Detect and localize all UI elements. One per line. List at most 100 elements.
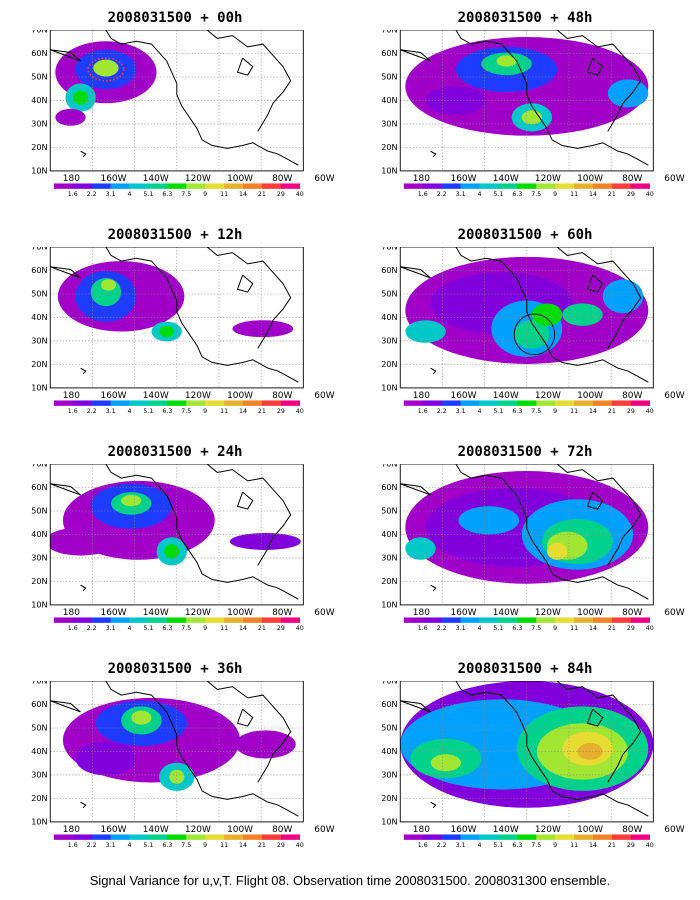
lon-tick-label: 140W <box>493 825 519 835</box>
colorbar-swatch <box>479 834 499 840</box>
lon-tick-label: 140W <box>143 391 169 401</box>
colorbar-swatch <box>91 834 111 840</box>
colorbar-swatch <box>167 617 187 623</box>
colorbar-level-label: 14 <box>239 191 247 198</box>
colorbar-swatch <box>91 183 111 189</box>
colorbar-level-label: 11 <box>570 191 578 198</box>
variance-contour <box>164 544 180 559</box>
variance-map-60h: 10N 20N 30N 40N 50N 60N 70N 180 160W 140W 120W 100W… <box>381 247 685 415</box>
colorbar-swatch <box>403 183 424 189</box>
colorbar-swatch <box>555 400 575 406</box>
colorbar-level-label: 6.3 <box>162 191 172 198</box>
lon-tick-label: 60W <box>314 391 334 401</box>
colorbar-swatch <box>110 834 130 840</box>
variance-contour <box>547 542 568 560</box>
colorbar-level-label: 9 <box>553 625 557 632</box>
colorbar-swatch <box>460 400 480 406</box>
colorbar-swatch <box>53 400 74 406</box>
variance-contour <box>75 741 137 776</box>
variance-map-84h: 10N 20N 30N 40N 50N 60N 70N 180 160W 140W 120W 100W… <box>381 681 685 849</box>
variance-contour <box>235 730 296 759</box>
colorbar-level-label: 2.2 <box>87 842 97 849</box>
lon-tick-label: 120W <box>185 391 211 401</box>
variance-map-24h: 10N 20N 30N 40N 50N 60N 70N 180 160W 140W 120W 100W… <box>31 464 335 632</box>
colorbar-level-label: 11 <box>220 842 228 849</box>
coastline <box>267 584 299 600</box>
colorbar-level-label: 7.5 <box>181 625 191 632</box>
lon-tick-label: 180 <box>63 608 80 618</box>
colorbar-level-label: 4 <box>478 408 482 415</box>
colorbar-swatch <box>517 183 537 189</box>
coastline <box>50 266 81 279</box>
lat-tick-label: 50N <box>31 290 47 299</box>
colorbar-level-label: 1.6 <box>68 191 78 198</box>
colorbar-level-label: 7.5 <box>181 842 191 849</box>
coastline <box>617 150 649 166</box>
variance-contour <box>496 55 517 67</box>
colorbar-level-label: 14 <box>589 408 597 415</box>
coastline <box>105 247 269 369</box>
coastline <box>455 30 619 152</box>
panel-title: 2008031500 + 48h <box>457 10 593 26</box>
lon-tick-label: 100W <box>577 608 603 618</box>
lon-tick-label: 140W <box>143 174 169 184</box>
colorbar-swatch <box>555 183 575 189</box>
coastline <box>105 464 269 586</box>
coastline <box>586 57 604 76</box>
panel-title: 2008031500 + 72h <box>457 444 593 460</box>
colorbar-level-label: 40 <box>646 625 654 632</box>
map-border <box>49 464 304 606</box>
colorbar-swatch <box>611 617 632 623</box>
colorbar-level-label: 2.2 <box>87 408 97 415</box>
colorbar-level-label: 4 <box>478 625 482 632</box>
coastline <box>206 464 292 566</box>
lon-tick-label: 180 <box>63 391 80 401</box>
map-border <box>49 247 304 389</box>
colorbar-swatch <box>53 617 74 623</box>
colorbar-swatch <box>479 183 499 189</box>
lon-tick-label: 160W <box>101 825 127 835</box>
lon-tick-label: 80W <box>272 174 292 184</box>
coastline <box>400 700 431 713</box>
coastline <box>236 57 254 76</box>
variance-contour <box>229 533 301 550</box>
colorbar-level-label: 1.6 <box>418 625 428 632</box>
colorbar-level-label: 2.2 <box>437 191 447 198</box>
panel-title: 2008031500 + 60h <box>457 227 593 243</box>
lat-tick-label: 60N <box>381 483 397 492</box>
colorbar-swatch <box>280 617 301 623</box>
colorbar-level-label: 40 <box>646 842 654 849</box>
colorbar-level-label: 1.6 <box>68 842 78 849</box>
colorbar-swatch <box>574 617 594 623</box>
colorbar-swatch <box>148 400 168 406</box>
colorbar-swatch <box>498 183 518 189</box>
colorbar-swatch <box>242 834 263 840</box>
lon-tick-label: 60W <box>664 174 684 184</box>
lon-tick-label: 100W <box>227 174 253 184</box>
coastline <box>50 700 81 713</box>
lon-tick-label: 100W <box>577 174 603 184</box>
lat-tick-label: 30N <box>31 771 47 780</box>
variance-contour <box>232 320 294 338</box>
lat-tick-label: 20N <box>31 143 47 152</box>
colorbar-level-label: 11 <box>570 625 578 632</box>
lon-tick-label: 60W <box>314 825 334 835</box>
lon-tick-label: 120W <box>535 391 561 401</box>
coastline <box>80 801 87 809</box>
panel-title: 2008031500 + 00h <box>107 10 243 26</box>
colorbar-swatch <box>630 617 651 623</box>
colorbar-level-label: 1.6 <box>418 191 428 198</box>
panel-24h: 2008031500 + 24h 10N 20N 30N 40N 50N 60N 70N 18… <box>10 444 340 659</box>
colorbar-level-label: 5.1 <box>143 625 153 632</box>
colorbar-swatch <box>574 183 594 189</box>
lat-tick-label: 60N <box>31 483 47 492</box>
colorbar-level-label: 7.5 <box>531 191 541 198</box>
lat-tick-label: 70N <box>31 681 47 686</box>
lon-tick-label: 160W <box>101 391 127 401</box>
lat-tick-label: 60N <box>31 266 47 275</box>
colorbar-level-label: 29 <box>277 191 285 198</box>
colorbar-level-label: 7.5 <box>531 842 541 849</box>
colorbar-level-label: 21 <box>258 842 266 849</box>
lon-tick-label: 80W <box>622 174 642 184</box>
lon-tick-label: 160W <box>451 391 477 401</box>
